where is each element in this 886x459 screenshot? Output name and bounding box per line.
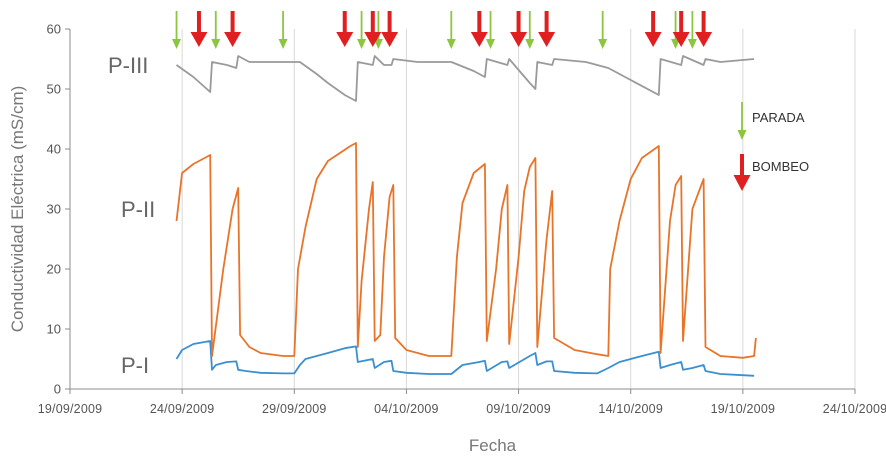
x-tick-label: 19/09/2009 (38, 402, 103, 416)
legend-parada-arrow-head (737, 130, 747, 140)
bombeo-arrow (470, 11, 488, 47)
x-axis-title: Fecha (469, 436, 517, 455)
series-group (175, 55, 757, 377)
parada-arrow (278, 11, 288, 49)
bombeo-arrow (364, 11, 382, 47)
labels: P-III P-II P-I (108, 53, 155, 378)
arrow-shaft (477, 11, 482, 33)
x-tick-label: 04/10/2009 (374, 402, 439, 416)
parada-arrow (687, 11, 697, 49)
arrow-head (538, 32, 556, 47)
parada-arrow (486, 11, 496, 49)
legend-label-parada: PARADA (752, 110, 805, 125)
parada-arrow (172, 11, 182, 49)
arrow-shaft (370, 11, 375, 33)
series-line-p-iii (175, 55, 755, 102)
arrow-shaft (387, 11, 392, 33)
arrow-head (671, 39, 681, 49)
arrow-head (687, 39, 697, 49)
parada-arrow (671, 11, 681, 49)
y-tick-label: 50 (47, 82, 61, 97)
parada-arrow (357, 11, 367, 49)
arrow-head (190, 32, 208, 47)
series-line-p-i (175, 340, 755, 377)
parada-arrow (525, 11, 535, 49)
arrow-head (172, 39, 182, 49)
grid (181, 29, 856, 389)
arrow-shaft (516, 11, 521, 33)
arrow-head (211, 39, 221, 49)
arrow-shaft (544, 11, 549, 33)
arrow-head (446, 39, 456, 49)
legend-label-bombeo: BOMBEO (752, 159, 809, 174)
arrow-head (381, 32, 399, 47)
series-line-p-ii (175, 142, 757, 359)
event-arrows (172, 11, 713, 49)
arrow-head (525, 39, 535, 49)
bombeo-arrow (672, 11, 690, 47)
bombeo-arrow (336, 11, 354, 47)
bombeo-arrow (644, 11, 662, 47)
legend-bombeo-arrow-shaft (740, 154, 744, 176)
legend-bombeo-arrow-head (733, 175, 751, 191)
arrow-head (486, 39, 496, 49)
x-tick-label: 24/09/2009 (150, 402, 215, 416)
arrow-head (278, 39, 288, 49)
y-tick-label: 40 (47, 142, 61, 157)
arrow-head (644, 32, 662, 47)
bombeo-arrow (224, 11, 242, 47)
axes: 0 10 20 30 40 50 60 19/09/2009 24/09/2009 29/09/2… (8, 22, 886, 456)
x-tick-label: 29/09/2009 (262, 402, 327, 416)
bombeo-arrow (538, 11, 556, 47)
parada-arrow (598, 11, 608, 49)
parada-arrow (446, 11, 456, 49)
arrow-shaft (230, 11, 235, 33)
arrow-shaft (196, 11, 201, 33)
x-tick-label: 24/10/2009 (823, 402, 886, 416)
parada-arrow (211, 11, 221, 49)
y-tick-label: 10 (47, 322, 61, 337)
arrow-shaft (651, 11, 656, 33)
bombeo-arrow (381, 11, 399, 47)
series-label-p-ii: P-II (121, 197, 155, 222)
series-label-p-iii: P-III (108, 53, 148, 78)
arrow-head (224, 32, 242, 47)
bombeo-arrow (510, 11, 528, 47)
arrow-head (695, 32, 713, 47)
y-tick-label: 60 (47, 22, 61, 37)
y-tick-label: 20 (47, 262, 61, 277)
legend-item-bombeo: BOMBEO (733, 154, 809, 191)
legend: PARADA BOMBEO (733, 102, 809, 191)
arrow-head (510, 32, 528, 47)
arrow-head (357, 39, 367, 49)
x-tick-label: 14/10/2009 (598, 402, 663, 416)
x-tick-label: 09/10/2009 (486, 402, 551, 416)
series-label-p-i: P-I (121, 353, 149, 378)
y-tick-label: 0 (54, 382, 61, 397)
legend-item-parada: PARADA (737, 102, 805, 140)
arrow-shaft (679, 11, 684, 33)
bombeo-arrow (190, 11, 208, 47)
bombeo-arrow (695, 11, 713, 47)
y-axis-title: Conductividad Eléctrica (mS/cm) (8, 86, 27, 333)
arrow-head (672, 32, 690, 47)
y-tick-label: 30 (47, 202, 61, 217)
arrow-head (364, 32, 382, 47)
arrow-head (470, 32, 488, 47)
arrow-shaft (701, 11, 706, 33)
arrow-head (373, 39, 383, 49)
arrow-shaft (342, 11, 347, 33)
arrow-head (336, 32, 354, 47)
parada-arrow (373, 11, 383, 49)
arrow-head (598, 39, 608, 49)
x-tick-label: 19/10/2009 (711, 402, 776, 416)
